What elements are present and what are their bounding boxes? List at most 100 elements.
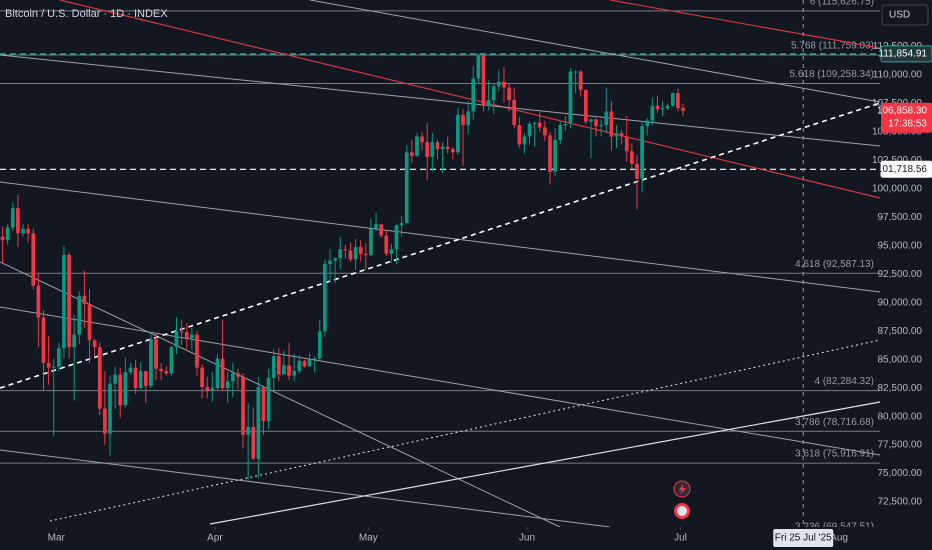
- candle-body: [143, 371, 148, 386]
- candle-body: [0, 236, 5, 241]
- candle-body: [149, 339, 153, 386]
- trend-line: [0, 181, 881, 293]
- candle-body: [440, 146, 445, 150]
- candle-body: [184, 332, 189, 339]
- event-icons: [673, 480, 691, 519]
- candles: [0, 53, 685, 480]
- level-label: 5.768 (111,759.03): [791, 41, 874, 52]
- last-price-box: [881, 102, 932, 133]
- level-label: 4 (82,284.32): [815, 376, 875, 387]
- candle-body: [369, 228, 373, 255]
- candle-body: [496, 81, 501, 87]
- candle-body: [169, 347, 174, 374]
- candle-body: [619, 133, 624, 137]
- candle-body: [624, 136, 629, 152]
- candle-body: [548, 135, 552, 172]
- candle-body: [543, 127, 547, 136]
- lightning-icon: [679, 484, 686, 495]
- x-tick-label: Jul: [674, 533, 687, 544]
- candle-body: [594, 119, 598, 127]
- candle-body: [21, 228, 25, 234]
- candle-body: [399, 223, 404, 226]
- candle-body: [384, 235, 389, 254]
- candle-body: [266, 377, 271, 422]
- candle-body: [476, 55, 481, 79]
- y-tick-label: 87,500.00: [878, 326, 923, 337]
- candle-body: [26, 228, 30, 234]
- candle-body: [461, 114, 465, 126]
- currency: USD: [889, 10, 910, 21]
- candle-body: [261, 387, 266, 422]
- candle-body: [46, 363, 51, 368]
- y-tick-label: 110,000.00: [873, 70, 923, 81]
- red-trend-line: [609, 0, 881, 49]
- candle-body: [645, 120, 650, 127]
- candle-body: [164, 371, 169, 374]
- y-tick-label: 92,500.00: [878, 269, 923, 280]
- candle-body: [82, 295, 87, 304]
- candle-body: [348, 250, 353, 260]
- candle-body: [537, 122, 542, 128]
- candle-body: [522, 136, 527, 145]
- candle-body: [670, 93, 675, 106]
- crosshair-date-box: [773, 529, 834, 547]
- red-trend-line: [59, 0, 881, 199]
- x-tick-label: May: [359, 533, 378, 544]
- y-tick-label: 85,000.00: [878, 354, 923, 365]
- candle-body: [450, 149, 455, 153]
- candle-body: [466, 111, 470, 126]
- trend-line: [0, 261, 561, 528]
- x-tick-label: Apr: [207, 533, 223, 544]
- trend-line: [0, 54, 881, 147]
- level-label: 5.618 (109,258.34): [789, 69, 874, 80]
- candle-body: [307, 359, 312, 367]
- candle-body: [338, 249, 343, 259]
- flag-icon: [677, 506, 687, 516]
- candle-body: [62, 254, 66, 349]
- candle-body: [558, 125, 563, 140]
- candle-body: [655, 105, 660, 110]
- candle-body: [676, 93, 680, 109]
- candle-body: [67, 254, 71, 348]
- candle-body: [568, 71, 573, 124]
- candle-body: [31, 233, 36, 286]
- candle-body: [271, 356, 276, 378]
- candle-body: [486, 100, 491, 106]
- candle-body: [553, 139, 557, 172]
- candle-body: [425, 142, 430, 157]
- candle-body: [589, 119, 593, 122]
- y-tick-label: 90,000.00: [878, 297, 923, 308]
- x-tick-label: Aug: [830, 533, 848, 544]
- candle-body: [302, 360, 307, 367]
- candle-body: [317, 331, 322, 359]
- candle-body: [665, 105, 670, 109]
- candle-body: [599, 125, 604, 127]
- price-box-label: 111,854.91: [878, 49, 927, 60]
- candle-body: [97, 347, 102, 409]
- price-box: [880, 45, 932, 63]
- candle-body: [404, 152, 409, 224]
- y-tick-label: 102,500.00: [872, 155, 922, 166]
- candle-body: [205, 387, 210, 391]
- candle-body: [660, 108, 665, 110]
- candle-body: [430, 142, 435, 157]
- candle-body: [353, 246, 358, 260]
- candle-body: [650, 105, 655, 121]
- candle-body: [103, 408, 107, 434]
- candle-body: [225, 381, 230, 389]
- crosshair-date-label: Fri 25 Jul '25: [775, 533, 832, 544]
- candle-body: [210, 388, 215, 391]
- trend-line: [309, 0, 881, 103]
- candle-body: [256, 387, 261, 459]
- candle-body: [573, 71, 578, 73]
- chart-title: Bitcoin / U.S. Dollar · 1D · INDEX: [5, 8, 168, 20]
- candle-body: [343, 249, 348, 251]
- time-axis: [0, 527, 932, 550]
- candle-body: [5, 227, 10, 241]
- candle-body: [681, 108, 685, 111]
- candle-body: [292, 371, 297, 376]
- candle-body: [445, 146, 450, 150]
- currency-button[interactable]: [881, 4, 929, 26]
